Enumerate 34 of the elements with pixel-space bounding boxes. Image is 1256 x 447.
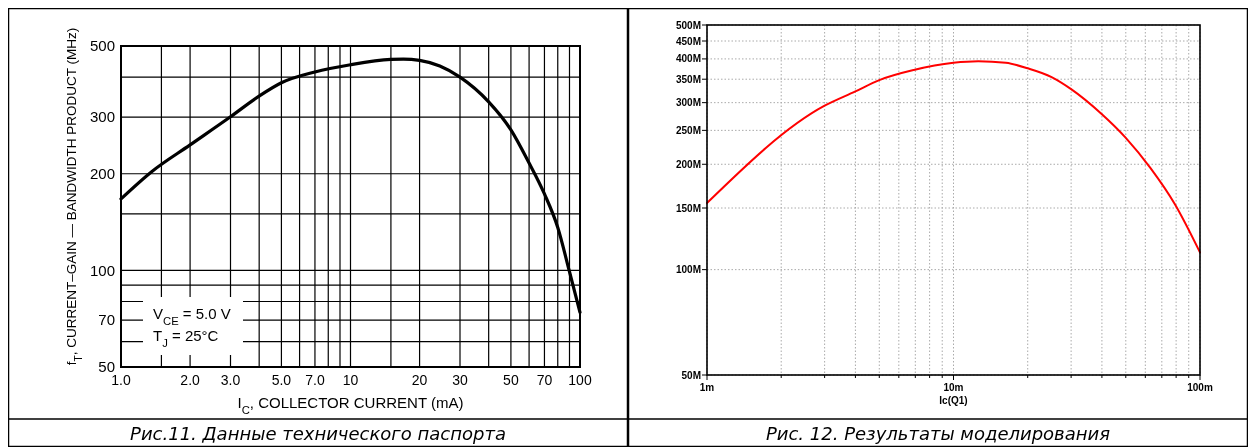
x-tick-label: 1m: [699, 382, 715, 393]
y-tick-label: 70: [98, 311, 115, 329]
y-tick-label: 300: [89, 108, 115, 126]
y-tick-label: 350M: [675, 73, 701, 85]
x-tick-label: 100m: [1187, 382, 1213, 393]
x-tick-label: 20: [411, 372, 428, 388]
annotation: T$_{J}$ = 25°C: [153, 327, 219, 349]
y-tick-label: 500: [89, 37, 115, 55]
y-tick-label: 450M: [675, 35, 701, 47]
x-tick-label: 3.0: [220, 372, 241, 388]
y-tick-label: 100M: [675, 264, 701, 276]
y-tick-label: 200: [89, 164, 115, 182]
y-tick-label: 500M: [675, 19, 701, 31]
x-tick-label: 30: [452, 372, 468, 388]
x-tick-label: 7.0: [305, 372, 325, 388]
y-tick-label: 300M: [675, 97, 701, 109]
x-tick-label: 70: [536, 372, 553, 388]
y-tick-label: 200M: [675, 158, 701, 170]
text: Рис. 12. Результаты моделирования: [765, 423, 1111, 444]
x-tick-label: 100: [568, 372, 592, 388]
y-tick-label: 400M: [675, 53, 701, 65]
y-tick-label: 50M: [681, 369, 701, 381]
y-tick-label: 100: [89, 261, 115, 279]
x-tick-label: 50: [503, 372, 519, 388]
x-axis-title: Ic(Q1): [939, 395, 968, 406]
text: Рис.11. Данные технического паспорта: [130, 423, 506, 444]
x-tick-label: 10: [342, 372, 359, 388]
y-tick-label: 250M: [675, 124, 701, 136]
x-tick-label: 10m: [943, 382, 964, 393]
x-tick-label: 5.0: [271, 372, 292, 388]
x-tick-label: 2.0: [180, 372, 201, 388]
x-axis-title: I$_{C}$, COLLECTOR CURRENT (mA): [237, 394, 464, 416]
y-tick-label: 150M: [675, 202, 701, 214]
annotation: V$_{CE}$ = 5.0 V: [153, 305, 231, 327]
